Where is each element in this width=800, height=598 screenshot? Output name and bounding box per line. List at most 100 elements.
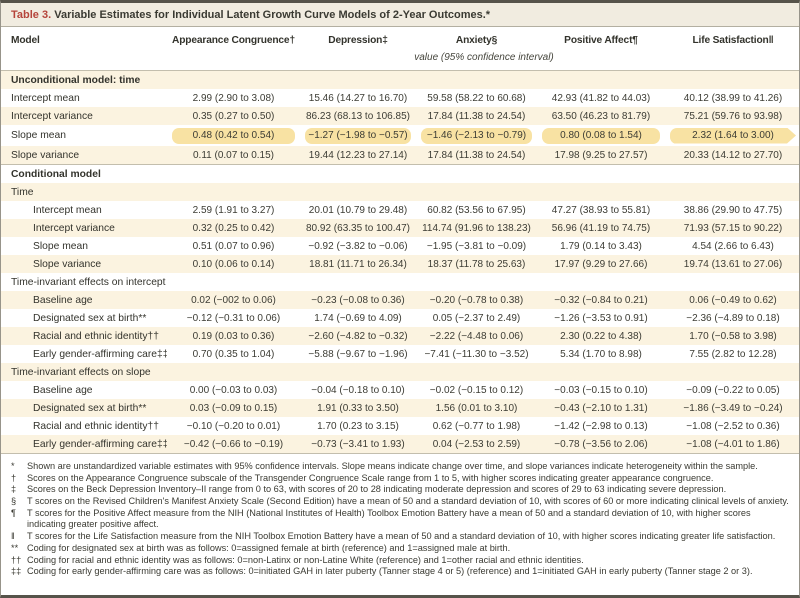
value-cell: −0.04 (−0.18 to 0.10)	[311, 384, 405, 396]
footnote: * Shown are unstandardized variable estim…	[11, 461, 789, 473]
footnote-symbol: †	[11, 472, 17, 483]
footnote: ** Coding for designated sex at birth was…	[11, 543, 789, 555]
value-cell: 71.93 (57.15 to 90.22)	[683, 222, 783, 234]
row-label: Time-invariant effects on intercept	[11, 276, 166, 288]
table-row: Intercept variance 0.32 (0.25 to 0.42) 80.…	[1, 219, 799, 237]
footnote: †† Coding for racial and ethnic identity …	[11, 555, 789, 567]
table-row: Early gender-affirming care‡‡ 0.70 (0.35 …	[1, 345, 799, 363]
table-row: Baseline age 0.00 (−0.03 to 0.03) −0.04 (−…	[1, 381, 799, 399]
value-cell: 0.03 (−0.09 to 0.15)	[189, 402, 278, 414]
row-label: Baseline age	[33, 294, 93, 306]
footnote-symbol: ††	[11, 554, 22, 565]
table-row: Baseline age 0.02 (−002 to 0.06) −0.23 (−0…	[1, 291, 799, 309]
value-cell: −2.22 (−4.48 to 0.06)	[429, 330, 524, 342]
table-row: Racial and ethnic identity†† −0.10 (−0.20…	[1, 417, 799, 435]
value-cell: −0.03 (−0.15 to 0.10)	[554, 384, 648, 396]
value-cell: −0.10 (−0.20 to 0.01)	[186, 420, 281, 432]
table-subsection-row: Time-invariant effects on intercept	[1, 273, 799, 291]
footnote-text: Coding for designated sex at birth was a…	[27, 542, 511, 553]
value-cell: 0.32 (0.25 to 0.42)	[192, 222, 275, 234]
value-cell: −0.20 (−0.78 to 0.38)	[429, 294, 524, 306]
footnote: § T scores on the Revised Children's Mani…	[11, 496, 789, 508]
estimates-table: Model Appearance Congruence† Depression‡…	[1, 27, 800, 453]
highlight-box: −1.27 (−1.98 to −0.57)	[305, 127, 411, 144]
value-cell: 1.74 (−0.69 to 4.09)	[314, 312, 402, 324]
value-cell: −0.32 (−0.84 to 0.21)	[554, 294, 648, 306]
table-row: Slope mean 0.48 (0.42 to 0.54) −1.27 (−1.9…	[1, 125, 800, 146]
highlight-arrow: 2.32 (1.64 to 3.00)	[670, 128, 796, 144]
value-cell: −5.88 (−9.67 to −1.96)	[308, 348, 408, 360]
value-cell: 47.27 (38.93 to 55.81)	[551, 204, 651, 216]
footnote-symbol: ¶	[11, 507, 16, 518]
row-label: Unconditional model: time	[1, 70, 799, 89]
footnote: ‡‡ Coding for early gender-affirming care…	[11, 566, 789, 578]
value-cell: −1.46 (−2.13 to −0.79)	[416, 125, 537, 146]
value-cell: −0.23 (−0.08 to 0.36)	[311, 294, 405, 306]
column-header-depression: Depression‡	[328, 35, 388, 46]
row-label: Racial and ethnic identity††	[33, 420, 159, 432]
value-cell: 2.59 (1.91 to 3.27)	[192, 204, 275, 216]
value-cell: 60.82 (53.56 to 67.95)	[427, 204, 526, 216]
footnote-text: T scores for the Positive Affect measure…	[27, 507, 751, 530]
value-cell: 2.32 (1.64 to 3.00)	[665, 125, 800, 146]
value-cell: 17.97 (9.29 to 27.66)	[554, 258, 648, 270]
table-row: Intercept mean 2.59 (1.91 to 3.27) 20.01 (…	[1, 201, 799, 219]
value-cell: 0.62 (−0.77 to 1.98)	[432, 420, 521, 432]
table-row: Slope mean 0.51 (0.07 to 0.96) −0.92 (−3.8…	[1, 237, 799, 255]
value-cell: 0.51 (0.07 to 0.96)	[192, 240, 275, 252]
column-header-positive-affect: Positive Affect¶	[564, 35, 638, 46]
value-cell: 18.37 (11.78 to 25.63)	[427, 258, 526, 270]
value-cell: 4.54 (2.66 to 6.43)	[692, 240, 774, 252]
value-cell: 19.74 (13.61 to 27.06)	[683, 258, 783, 270]
value-cell: 0.06 (−0.49 to 0.62)	[689, 294, 777, 306]
value-cell: −1.08 (−4.01 to 1.86)	[686, 438, 780, 450]
footnote: ¶ T scores for the Positive Affect measur…	[11, 508, 789, 531]
table-number: Table 3.	[11, 9, 52, 21]
row-label: Slope variance	[11, 149, 80, 161]
value-cell: 0.19 (0.03 to 0.36)	[192, 330, 275, 342]
footnote-text: Scores on the Beck Depression Inventory–…	[27, 484, 727, 495]
value-cell: −1.08 (−2.52 to 0.36)	[686, 420, 780, 432]
row-label: Slope mean	[11, 130, 66, 141]
value-cell: −2.36 (−4.89 to 0.18)	[686, 312, 780, 324]
value-cell: 80.92 (63.35 to 100.47)	[306, 222, 410, 234]
row-label: Intercept mean	[33, 204, 102, 216]
row-label: Early gender-affirming care‡‡	[33, 348, 167, 360]
value-cell: 17.84 (11.38 to 24.54)	[427, 110, 526, 122]
footnote-symbol: ‡	[11, 484, 17, 495]
highlight-box: −1.46 (−2.13 to −0.79)	[421, 127, 532, 144]
column-header-appearance-congruence: Appearance Congruence†	[172, 35, 295, 46]
footnote-symbol: ‖	[11, 531, 15, 542]
row-label: Designated sex at birth**	[33, 402, 147, 414]
value-cell: 86.23 (68.13 to 106.85)	[306, 110, 410, 122]
value-cell: −2.60 (−4.82 to −0.32)	[308, 330, 408, 342]
value-cell: −0.02 (−0.15 to 0.12)	[429, 384, 524, 396]
footnote-symbol: ‡‡	[11, 566, 22, 577]
row-label: Intercept mean	[11, 92, 80, 104]
column-header-row: Model Appearance Congruence† Depression‡…	[1, 27, 799, 50]
footnote-text: T scores for the Life Satisfaction measu…	[27, 531, 776, 542]
row-label: Conditional model	[1, 164, 799, 183]
value-cell: −0.73 (−3.41 to 1.93)	[311, 438, 405, 450]
value-cell: 20.33 (14.12 to 27.70)	[683, 149, 783, 161]
value-cell: −0.43 (−2.10 to 1.31)	[554, 402, 648, 414]
value-cell: 0.35 (0.27 to 0.50)	[192, 110, 275, 122]
value-cell: 1.70 (0.23 to 3.15)	[317, 420, 399, 432]
row-label: Intercept variance	[33, 222, 115, 234]
value-cell: 0.11 (0.07 to 0.15)	[193, 149, 274, 161]
highlight-box: 0.48 (0.42 to 0.54)	[172, 127, 295, 144]
table-subsection-row: Time	[1, 183, 799, 201]
value-cell: −1.86 (−3.49 to −0.24)	[683, 402, 783, 414]
value-cell: 0.48 (0.42 to 0.54)	[167, 125, 300, 146]
value-cell: 1.70 (−0.58 to 3.98)	[689, 330, 777, 342]
value-cell: 0.05 (−2.37 to 2.49)	[432, 312, 521, 324]
value-cell: −0.78 (−3.56 to 2.06)	[554, 438, 648, 450]
value-cell: −7.41 (−11.30 to −3.52)	[424, 348, 529, 360]
value-cell: 0.02 (−002 to 0.06)	[191, 294, 276, 306]
column-header-life-satisfaction: Life Satisfaction‖	[692, 35, 774, 46]
value-cell: 63.50 (46.23 to 81.79)	[551, 110, 651, 122]
footnote: ‡ Scores on the Beck Depression Inventory…	[11, 484, 789, 496]
value-cell: −1.95 (−3.81 to −0.09)	[426, 240, 527, 252]
column-header-anxiety: Anxiety§	[455, 35, 498, 46]
value-cell: 17.98 (9.25 to 27.57)	[554, 149, 648, 161]
